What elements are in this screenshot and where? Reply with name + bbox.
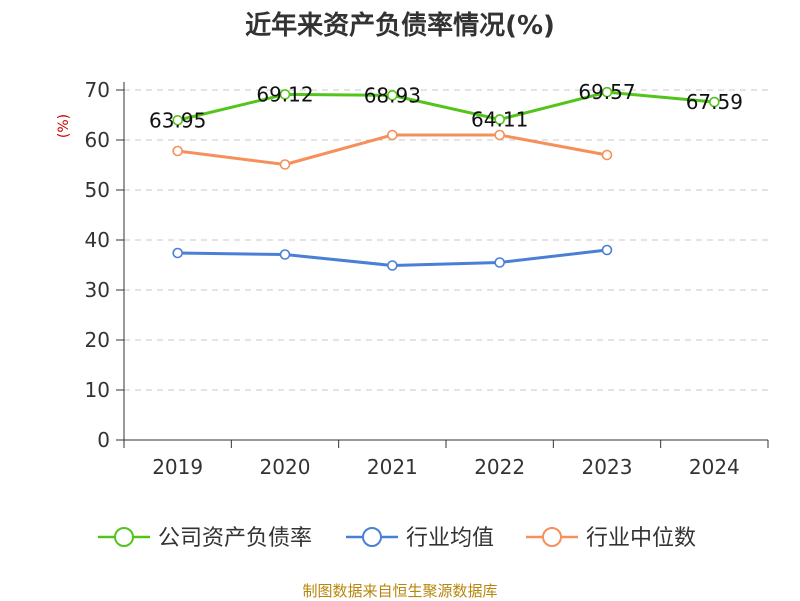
series-2: [172, 129, 613, 170]
data-label: 64.11: [471, 107, 528, 131]
legend-marker: [114, 527, 134, 547]
x-tick-label: 2024: [689, 455, 740, 479]
data-point: [494, 129, 505, 141]
data-point: [387, 260, 398, 271]
legend-item-2[interactable]: 行业中位数: [526, 526, 696, 551]
series-0: 63.95 69.12 68.93 64.11 69.57 67.59: [149, 80, 743, 132]
y-tick-label: 0: [97, 428, 110, 452]
data-point: [494, 257, 505, 268]
data-label: 67.59: [686, 90, 743, 114]
data-point: [387, 90, 398, 101]
y-tick-label: 70: [85, 78, 110, 102]
data-label: 63.95: [149, 108, 206, 132]
legend-label: 行业均值: [406, 526, 494, 551]
data-point: [494, 114, 505, 125]
y-tick-label: 20: [85, 328, 110, 352]
data-point: [601, 244, 613, 256]
legend-label: 行业中位数: [586, 526, 696, 551]
data-label: 68.93: [364, 83, 421, 107]
y-tick-label: 40: [85, 228, 110, 252]
data-point: [279, 89, 291, 100]
x-tick-label: 2020: [260, 455, 311, 479]
data-label: 69.12: [256, 82, 313, 106]
y-tick-label: 60: [85, 128, 110, 152]
data-source-note: 制图数据来自恒生聚源数据库: [302, 582, 498, 600]
data-point: [279, 249, 291, 260]
legend-item-1[interactable]: 行业均值: [346, 526, 494, 551]
data-point: [172, 145, 183, 157]
legend[interactable]: 公司资产负债率 行业均值 行业中位数: [98, 526, 696, 551]
axes: 0 10 20 30 40 50 60 70 2019 2020 2021 2022 2023 2024: [85, 78, 769, 479]
legend-marker: [542, 527, 562, 547]
x-tick-label: 2022: [474, 455, 525, 479]
legend-marker: [362, 527, 382, 547]
series-line: [177, 90, 715, 122]
data-point: [601, 149, 613, 161]
data-point: [279, 159, 291, 170]
series-1: [172, 244, 613, 271]
grid-lines: [124, 89, 768, 391]
legend-label: 公司资产负债率: [158, 526, 312, 551]
series-lines: 63.95 69.12 68.93 64.11 69.57 67.59: [149, 80, 743, 271]
x-tick-label: 2021: [367, 455, 418, 479]
chart-title: 近年来资产负债率情况(%): [245, 11, 555, 41]
x-tick-label: 2019: [152, 455, 203, 479]
y-tick-label: 30: [85, 278, 110, 302]
x-tick-label: 2023: [582, 455, 633, 479]
data-point: [601, 86, 613, 98]
data-point: [172, 247, 183, 259]
data-label: 69.57: [578, 80, 635, 104]
data-point: [172, 114, 183, 126]
data-point: [709, 96, 720, 108]
y-tick-label: 50: [85, 178, 110, 202]
y-axis-label: (%): [56, 114, 72, 138]
legend-item-0[interactable]: 公司资产负债率: [98, 526, 312, 551]
data-point: [387, 129, 398, 141]
y-tick-label: 10: [85, 378, 110, 402]
